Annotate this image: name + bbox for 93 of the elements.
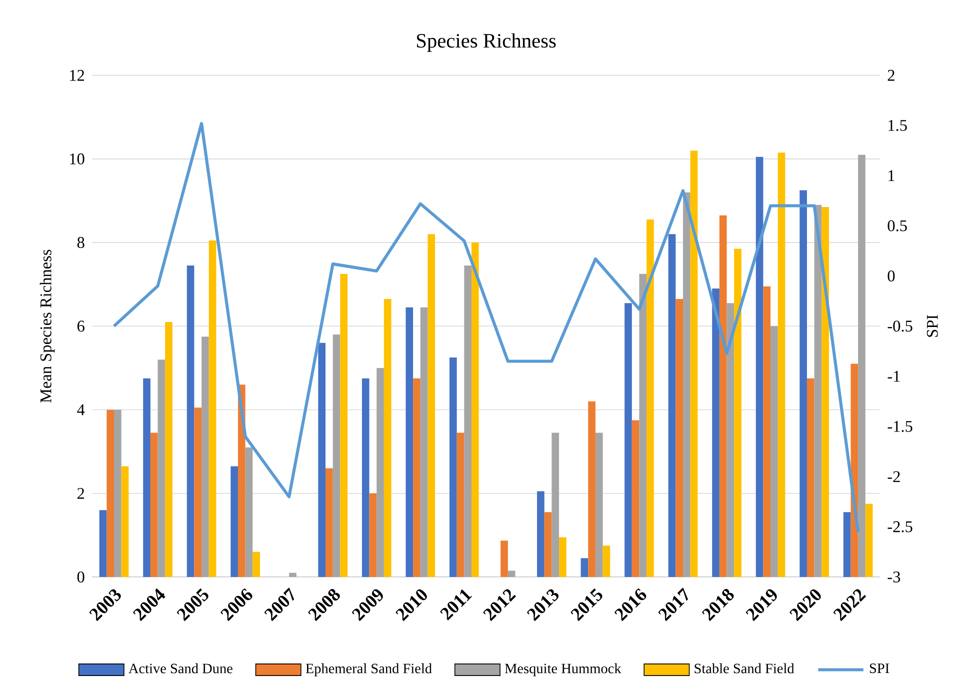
bar — [734, 248, 742, 578]
y2-tick-label: -2 — [888, 471, 900, 482]
y2-tick-label: 1 — [888, 170, 894, 182]
bar — [712, 288, 720, 578]
y2-tick-label: 0.5 — [888, 220, 907, 232]
bar — [690, 150, 698, 578]
bar — [668, 234, 676, 578]
bar — [602, 546, 610, 578]
line-series — [112, 122, 860, 534]
bar — [763, 286, 771, 578]
bar — [406, 307, 414, 578]
bar — [639, 274, 647, 578]
bar — [822, 207, 829, 578]
y2-tick-label: -3 — [888, 572, 900, 583]
bar — [552, 432, 560, 578]
bar — [508, 570, 516, 578]
bar — [676, 299, 683, 578]
y2-tick-label: -2.5 — [888, 521, 912, 532]
bar — [165, 322, 172, 578]
y2-tick-label: 0 — [888, 270, 895, 282]
bar — [726, 303, 734, 578]
bar — [500, 540, 508, 578]
bar — [800, 190, 807, 578]
y-tick-label: 0 — [77, 572, 84, 583]
bar — [143, 378, 150, 578]
bar — [770, 326, 778, 578]
bar — [194, 408, 202, 578]
y2-tick-label: -1 — [888, 371, 900, 382]
bar — [376, 368, 384, 578]
legend-label: Ephemeral Sand Field — [306, 663, 432, 676]
bar — [318, 343, 326, 578]
y2-tick-label: 2 — [888, 70, 894, 81]
bar — [158, 360, 166, 578]
bar — [332, 334, 340, 578]
bar — [537, 491, 544, 578]
bar — [719, 216, 727, 578]
bar — [559, 537, 566, 578]
y-tick-label: 2 — [77, 488, 84, 499]
bar — [814, 205, 822, 578]
bar — [806, 378, 814, 578]
bar — [340, 274, 348, 578]
bar — [646, 220, 654, 578]
y-tick-label: 12 — [70, 70, 84, 81]
bar — [778, 152, 786, 578]
y-tick-label: 10 — [70, 154, 84, 165]
legend-label: SPI — [870, 664, 890, 674]
bar — [186, 266, 194, 578]
bar — [369, 494, 377, 578]
bar — [632, 420, 640, 578]
y2-tick-label: -1.5 — [888, 421, 912, 432]
bar — [362, 378, 370, 578]
bar — [150, 432, 158, 578]
bar — [106, 410, 114, 578]
bar — [580, 558, 588, 578]
bar — [464, 266, 472, 578]
bar — [230, 466, 238, 578]
legend-label: Stable Sand Field — [694, 663, 794, 674]
y2-tick-label: 1.5 — [888, 120, 907, 132]
bar — [326, 468, 333, 578]
chart-title: Species Richness — [417, 34, 556, 52]
bar — [471, 242, 479, 578]
bar — [843, 512, 851, 578]
bar — [428, 234, 436, 578]
y2-axis-title: SPI — [926, 315, 938, 337]
bar — [252, 552, 260, 578]
bar — [756, 156, 764, 578]
legend-label: Mesquite Hummock — [504, 663, 622, 676]
legend-label: Active Sand Dune — [128, 663, 232, 674]
bar — [624, 303, 632, 578]
bar — [456, 432, 464, 578]
x-tick-label: 2011 — [440, 590, 472, 621]
bar — [384, 299, 392, 578]
bar — [99, 510, 107, 578]
bar — [202, 336, 209, 578]
y-axis-title: Mean Species Richness — [40, 250, 55, 403]
bar — [595, 432, 603, 578]
bar — [289, 572, 296, 578]
bar — [865, 504, 873, 578]
y-tick-label: 8 — [77, 237, 84, 248]
y2-tick-label: -0.5 — [888, 320, 912, 332]
bar — [420, 307, 428, 578]
bar — [245, 448, 253, 578]
bar — [544, 512, 552, 578]
y-tick-label: 4 — [77, 404, 85, 416]
bar — [208, 240, 216, 578]
bar — [588, 402, 596, 578]
bar — [682, 192, 690, 578]
bar — [858, 154, 866, 578]
bar — [413, 378, 420, 578]
bar — [449, 358, 457, 578]
bar — [114, 410, 122, 578]
y-tick-label: 6 — [77, 320, 84, 332]
bar — [121, 466, 129, 578]
